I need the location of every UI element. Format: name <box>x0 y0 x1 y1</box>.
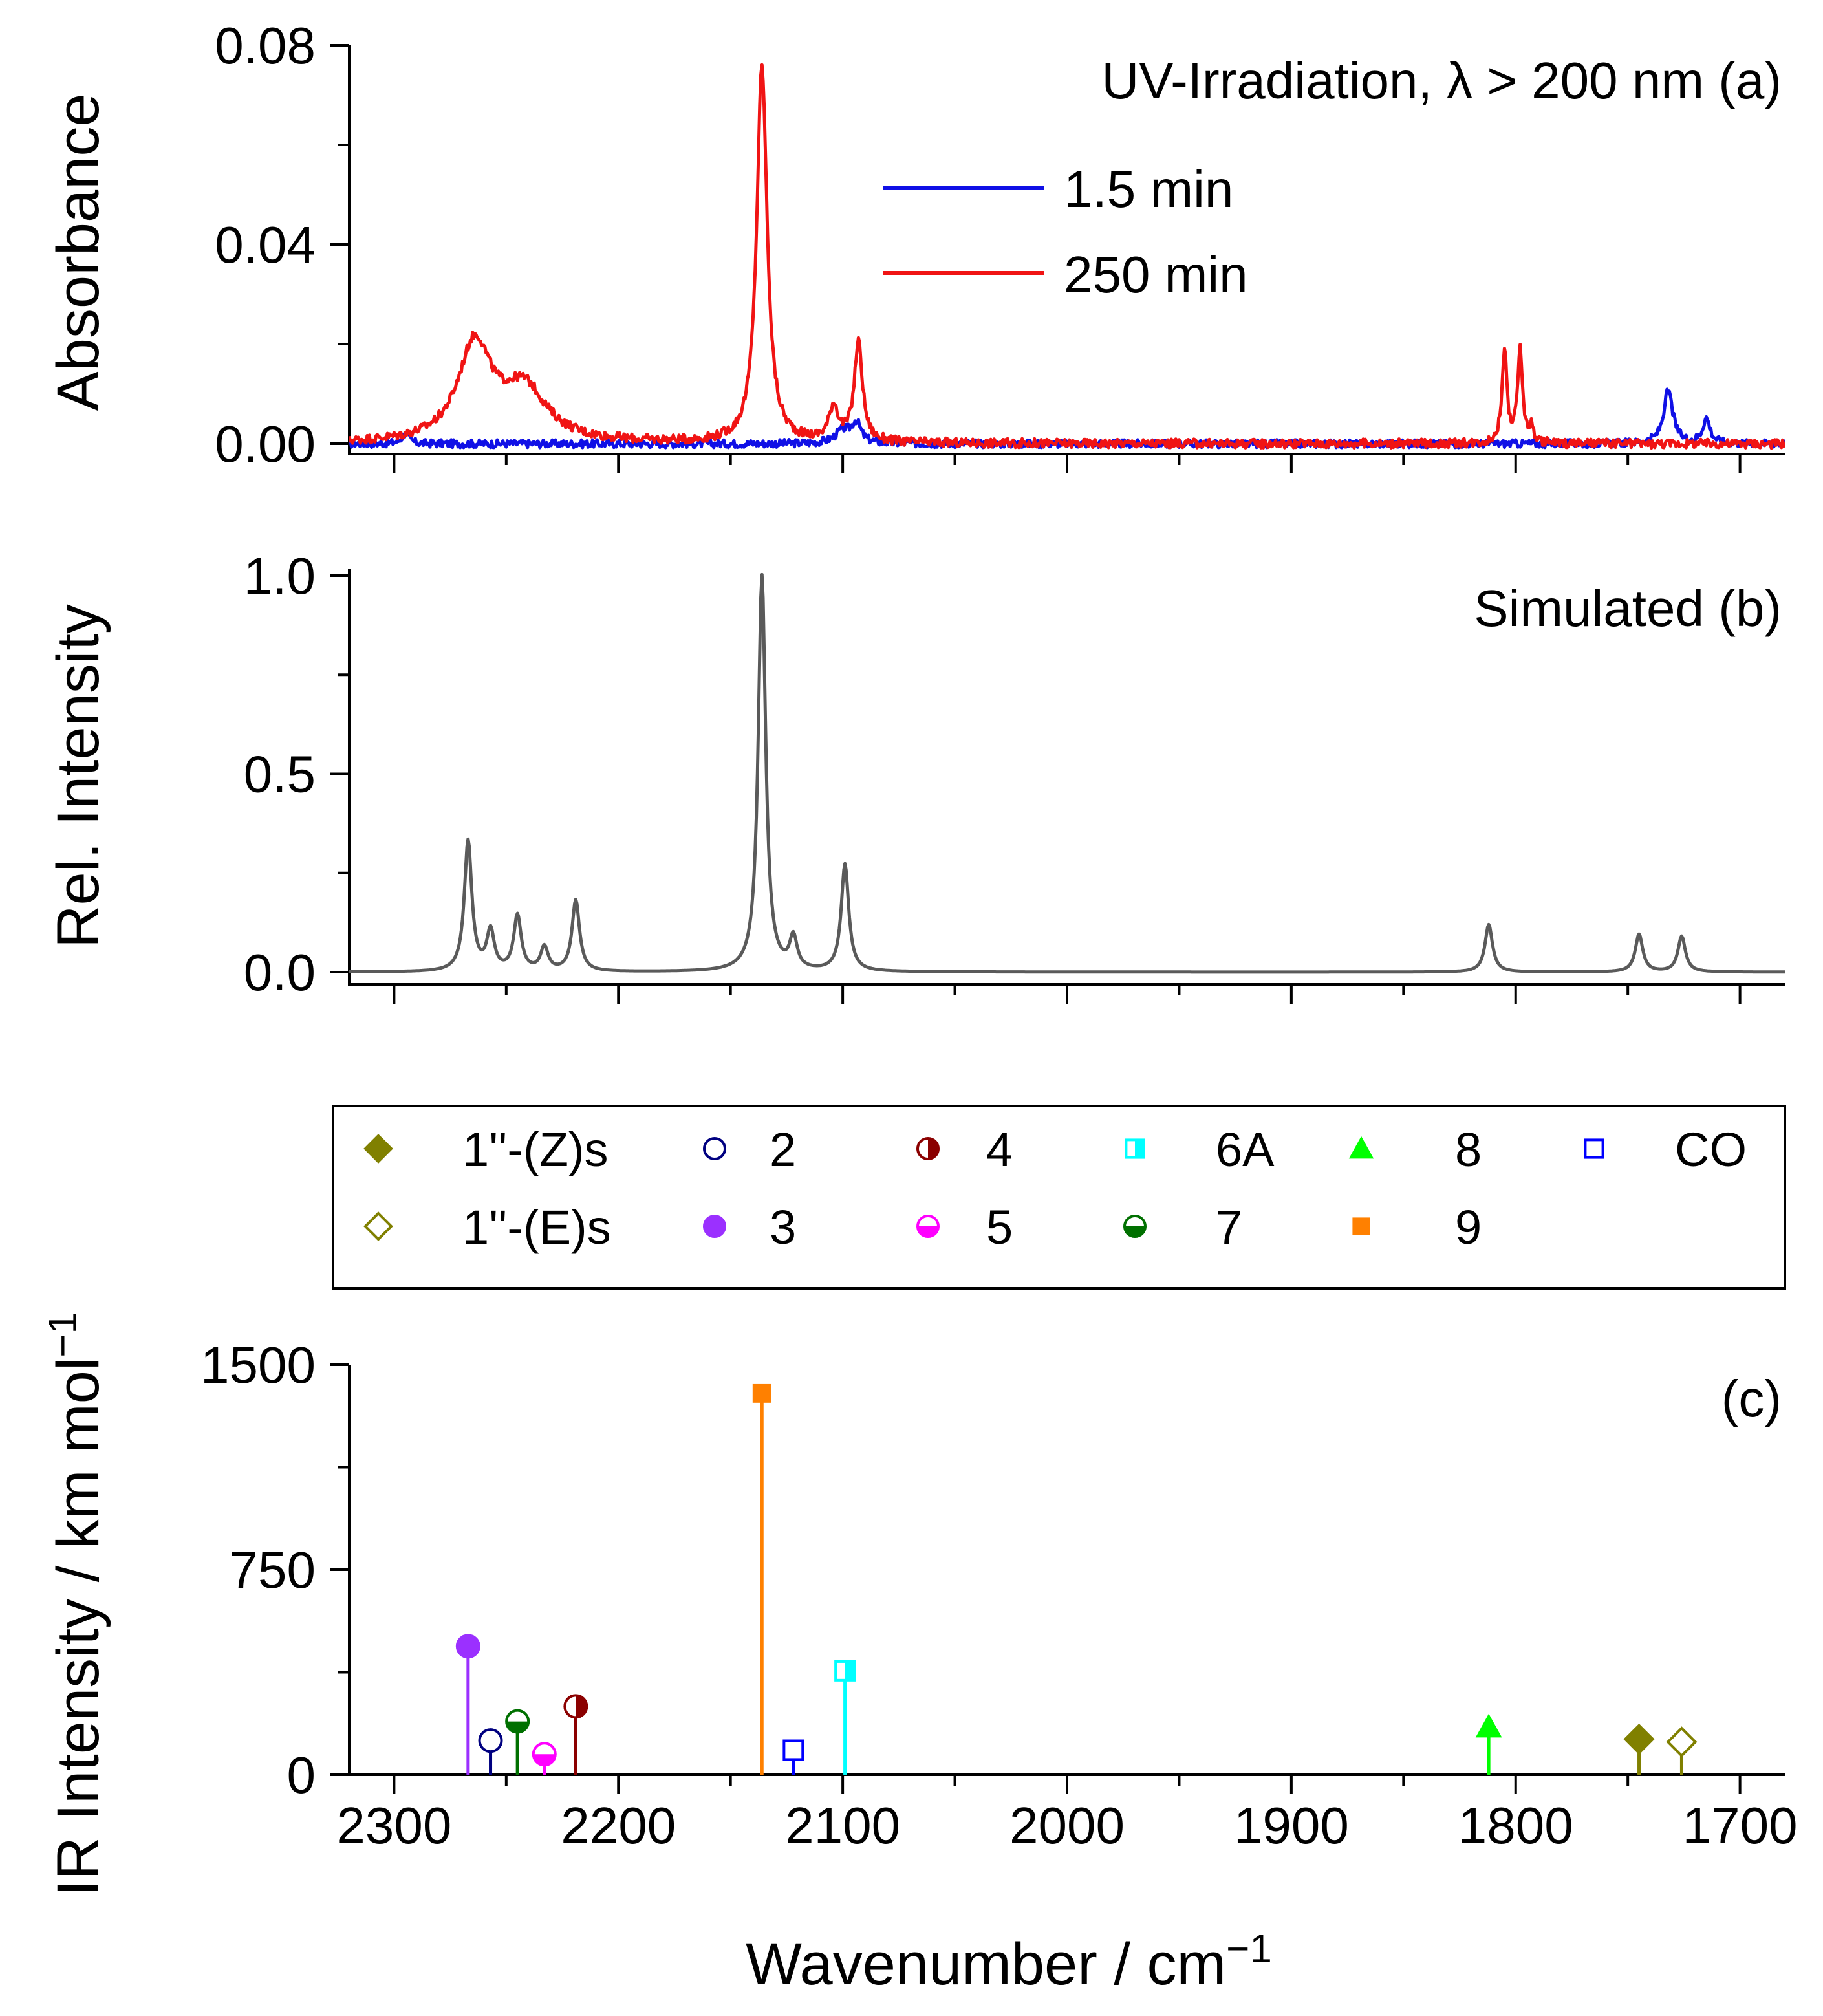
legend-c-marker <box>703 1215 726 1238</box>
x-tick-label: 1800 <box>1458 1797 1573 1854</box>
x-tick-label: 2200 <box>561 1797 676 1854</box>
stick-marker-3 <box>455 1634 480 1659</box>
panel-b-x-ticks <box>393 984 1742 1004</box>
legend-c-marker <box>1352 1217 1370 1235</box>
series-line-simulated-spectrum <box>349 572 1785 974</box>
panel-c: 0 750 1500 2300 2200 2100 2000 1900 1800 1700 IR… <box>41 1312 1798 1997</box>
legend-c-label: 9 <box>1455 1200 1482 1254</box>
y-tick-label: 0.04 <box>215 216 316 274</box>
x-tick-label: 1900 <box>1234 1797 1349 1854</box>
panel-a: 0.00 0.04 0.08 Absorbance UV-Irradiation, … <box>45 17 1785 473</box>
legend-c-marker <box>703 1137 726 1160</box>
panel-c-annotation: (c) <box>1721 1370 1782 1427</box>
legend-a-label-2: 250 min <box>1064 246 1248 303</box>
legend-c-marker <box>916 1215 940 1238</box>
stick-marker-2 <box>478 1728 503 1753</box>
legend-a: 1.5 min 250 min <box>883 160 1248 303</box>
panel-b-annotation: Simulated (b) <box>1474 580 1782 637</box>
series-line-250-min <box>349 63 1785 450</box>
panel-b-y-title: Rel. Intensity <box>45 604 111 948</box>
x-tick-label: 2000 <box>1009 1797 1125 1854</box>
legend-c-label: 3 <box>770 1200 796 1254</box>
legend-c-marker <box>1348 1136 1374 1159</box>
y-tick-label: 1.0 <box>244 547 316 605</box>
y-tick-label: 0.0 <box>244 944 316 1001</box>
panel-a-y-ticks: 0.00 0.04 0.08 <box>215 17 349 473</box>
panel-a-axes <box>348 45 1785 455</box>
panel-a-y-title: Absorbance <box>45 94 111 411</box>
legend-c-label: 2 <box>770 1123 796 1176</box>
stick-marker-9 <box>752 1383 771 1403</box>
x-tick-label: 2100 <box>785 1797 900 1854</box>
legend-a-label-1: 1.5 min <box>1064 160 1233 218</box>
legend-c: 1''-(Z)s 2 4 6A 8 CO 1''-(E)s 3 5 7 9 <box>332 1105 1786 1290</box>
legend-c-label: 1''-(Z)s <box>462 1123 609 1176</box>
panel-c-y-title: IR Intensity / km mol−1 <box>41 1312 112 1896</box>
panel-b-axes <box>348 569 1785 986</box>
panel-c-y-ticks: 0 750 1500 <box>200 1336 349 1804</box>
legend-c-label: 5 <box>986 1200 1013 1254</box>
panel-b-y-ticks: 0.0 0.5 1.0 <box>244 547 349 1001</box>
y-tick-label: 0.00 <box>215 415 316 473</box>
panel-b: 0.0 0.5 1.0 Rel. Intensity Simulated (b) <box>45 547 1785 1004</box>
legend-c-box <box>332 1105 1786 1290</box>
panel-a-annotation: UV-Irradiation, λ > 200 nm (a) <box>1101 52 1782 109</box>
x-tick-label: 2300 <box>336 1797 451 1854</box>
y-tick-label: 0.5 <box>244 746 316 803</box>
legend-c-marker <box>363 1134 393 1164</box>
stick-marker-co <box>782 1739 804 1761</box>
stick-marker-8 <box>1475 1713 1502 1738</box>
panel-a-series <box>349 63 1785 450</box>
panel-c-sticks <box>455 1383 1698 1775</box>
y-tick-label: 750 <box>230 1541 316 1599</box>
y-tick-label: 0.08 <box>215 17 316 74</box>
legend-c-marker <box>1584 1138 1604 1159</box>
stick-marker-1-e-s <box>1666 1726 1698 1758</box>
panel-a-x-ticks <box>393 454 1742 473</box>
y-tick-label: 0 <box>287 1746 316 1804</box>
legend-c-marker <box>363 1211 393 1241</box>
legend-c-label: 6A <box>1216 1123 1275 1176</box>
legend-c-marker <box>1125 1138 1145 1159</box>
panel-b-series <box>349 572 1785 974</box>
panel-c-x-ticks: 2300 2200 2100 2000 1900 1800 1700 <box>336 1775 1798 1854</box>
legend-c-label: 7 <box>1216 1200 1242 1254</box>
x-axis-title: Wavenumber / cm−1 <box>746 1927 1272 1998</box>
stick-marker-1-z-s <box>1623 1723 1655 1755</box>
x-tick-label: 1700 <box>1683 1797 1798 1854</box>
legend-c-marker <box>1123 1215 1147 1238</box>
legend-c-label: CO <box>1675 1123 1747 1176</box>
legend-c-label: 8 <box>1455 1123 1482 1176</box>
stick-marker-4 <box>563 1694 588 1719</box>
stick-marker-7 <box>505 1709 530 1734</box>
y-tick-label: 1500 <box>200 1336 316 1394</box>
legend-c-label: 1''-(E)s <box>462 1200 611 1254</box>
panel-c-axes <box>348 1365 1785 1776</box>
legend-c-label: 4 <box>986 1123 1013 1176</box>
legend-c-marker <box>916 1137 940 1160</box>
stick-marker-5 <box>532 1742 557 1767</box>
stick-marker-6a <box>834 1660 856 1682</box>
